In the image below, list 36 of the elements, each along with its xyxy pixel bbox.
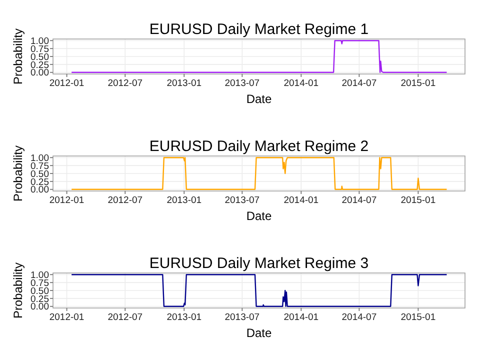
y-axis-title: Probability [11,28,25,85]
x-tick-label: 2015-01 [400,78,436,89]
line-series [70,40,448,74]
x-tick-label: 2012-07 [108,78,143,89]
y-axis-title: Probability [11,262,25,319]
x-tick-label: 2012-07 [108,195,143,206]
line-series [70,156,448,190]
line-series [70,274,448,308]
chart-title: EURUSD Daily Market Regime 1 [149,21,369,38]
x-tick-label: 2013-07 [224,78,260,89]
x-tick-label: 2013-01 [166,195,202,206]
y-tick-label: 0.00 [30,302,49,313]
y-tick-label: 0.00 [30,184,49,196]
x-tick-label: 2013-01 [166,312,202,323]
x-tick-label: 2014-07 [342,312,377,323]
x-tick-label: 2012-01 [49,78,84,89]
x-tick-label: 2013-07 [224,312,260,323]
x-tick-label: 2015-01 [400,195,436,206]
chart-title: EURUSD Daily Market Regime 2 [149,138,369,155]
y-axis-title: Probability [11,145,25,202]
x-tick-label: 2013-01 [166,78,202,89]
x-axis-title: Date [246,209,272,223]
x-tick-label: 2012-01 [49,195,84,206]
x-tick-label: 2014-07 [342,78,377,89]
x-axis-title: Date [246,92,272,106]
x-tick-label: 2014-01 [284,312,319,323]
x-tick-label: 2013-07 [224,195,260,206]
x-tick-label: 2012-01 [49,312,84,323]
x-tick-label: 2015-01 [400,312,436,323]
y-tick-label: 0.00 [30,68,49,79]
x-tick-label: 2014-01 [284,78,319,89]
x-tick-label: 2014-01 [284,195,319,206]
x-tick-label: 2014-07 [342,195,377,206]
x-axis-title: Date [246,326,272,340]
x-tick-label: 2012-07 [108,312,143,323]
chart-title: EURUSD Daily Market Regime 3 [149,255,369,272]
